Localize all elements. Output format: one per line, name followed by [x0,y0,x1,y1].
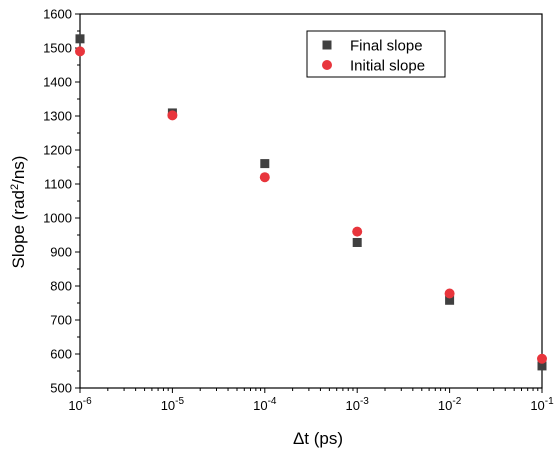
y-axis-title-sup: 2 [9,184,21,190]
x-tick-label: 10-3 [346,396,370,413]
legend: Final slope Initial slope [306,30,446,78]
y-tick-label: 1200 [43,143,72,158]
y-tick-label: 1300 [43,109,72,124]
final-slope-point [75,34,85,44]
initial-slope-point [167,110,178,121]
x-axis-ticks: 10-6 10-5 10-4 10-3 10-2 10-1 [68,388,554,413]
y-tick-label: 900 [50,245,72,260]
x-tick-exponent: -5 [175,396,184,407]
x-axis-title: Δt (ps) [293,429,343,448]
y-tick-label: 700 [50,313,72,328]
x-tick-exponent: -4 [268,396,277,407]
initial-slope-point [444,288,455,299]
x-tick-exponent: -2 [452,396,461,407]
initial-slope-point [75,46,85,57]
y-tick-label: 1100 [44,177,72,192]
legend-label: Final slope [350,38,423,55]
y-axis-title-suffix: /ns) [9,156,28,184]
x-tick-exponent: -6 [83,396,92,407]
initial-slope-point [259,172,270,183]
x-tick-label: 10-4 [253,396,277,413]
y-axis-title-prefix: Slope (rad [9,190,28,268]
x-tick-label: 10-6 [68,396,92,413]
x-tick-base: 10 [68,398,82,413]
final-slope-point [352,237,362,247]
y-axis-ticks: 500 600 700 800 900 1000 1100 1200 1300 1400 1500 1… [43,7,80,396]
x-tick-exponent: -1 [545,396,554,407]
data-points [75,34,547,371]
final-slope-point [537,361,547,371]
x-tick-label: 10-2 [438,396,462,413]
legend-label: Initial slope [350,58,425,75]
x-tick-base: 10 [346,398,360,413]
final-slope-point [260,159,270,169]
y-tick-label: 1400 [43,75,72,90]
y-tick-label: 500 [50,381,72,396]
y-axis-title: Slope (rad2/ns) [9,156,28,269]
y-tick-label: 800 [50,279,72,294]
x-tick-base: 10 [530,398,544,413]
legend-box [306,30,446,78]
final-slope-point [445,295,455,305]
y-tick-label: 1000 [43,211,72,226]
x-tick-label: 10-5 [161,396,185,413]
x-tick-base: 10 [161,398,175,413]
x-tick-base: 10 [253,398,267,413]
legend-circle-marker [322,60,332,70]
initial-slope-point [352,226,363,237]
initial-slope-point [537,353,547,364]
y-tick-label: 600 [50,347,72,362]
y-tick-label: 1600 [43,7,72,22]
x-tick-exponent: -3 [360,396,369,407]
x-tick-label: 10-1 [530,396,554,413]
x-tick-base: 10 [438,398,452,413]
y-tick-label: 1500 [43,41,72,56]
legend-square-marker [322,40,332,50]
